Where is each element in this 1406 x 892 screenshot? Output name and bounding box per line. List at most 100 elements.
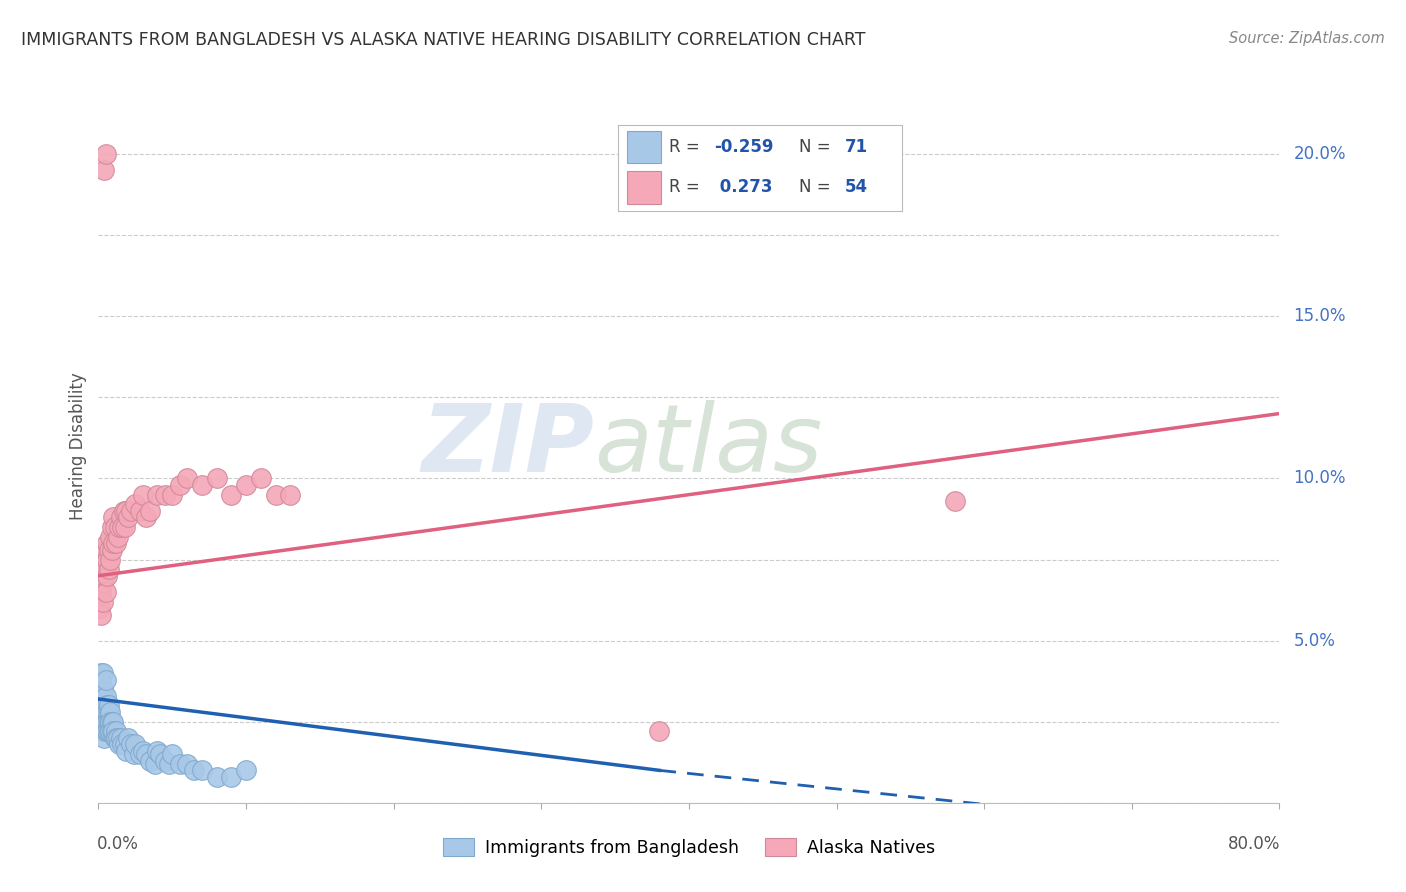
Point xyxy=(943,494,966,508)
Point xyxy=(280,488,302,502)
Point xyxy=(97,705,120,719)
Point xyxy=(128,504,150,518)
Point xyxy=(91,724,114,739)
Point xyxy=(112,504,135,518)
Text: 80.0%: 80.0% xyxy=(1229,835,1281,853)
Point xyxy=(90,607,112,622)
Point xyxy=(91,562,114,576)
Point xyxy=(96,536,118,550)
Point xyxy=(89,682,111,697)
Point xyxy=(169,756,191,771)
Point xyxy=(135,747,157,761)
Point xyxy=(91,666,114,681)
Point xyxy=(108,738,131,752)
Point xyxy=(111,520,134,534)
Point xyxy=(97,698,120,713)
Point xyxy=(153,488,176,502)
Point xyxy=(122,747,145,761)
Point xyxy=(100,520,122,534)
Point xyxy=(162,488,183,502)
Point xyxy=(90,714,112,729)
Point xyxy=(143,756,166,771)
Point xyxy=(128,747,150,761)
Point xyxy=(93,163,115,178)
Point xyxy=(100,714,122,729)
Point xyxy=(94,724,117,739)
Point xyxy=(117,731,139,745)
Point xyxy=(94,562,117,576)
Point xyxy=(162,747,183,761)
Point xyxy=(93,692,115,706)
Point xyxy=(94,714,117,729)
Point xyxy=(96,698,118,713)
Point xyxy=(98,705,121,719)
Point xyxy=(104,520,127,534)
Point xyxy=(250,471,273,485)
Point xyxy=(90,705,112,719)
Point xyxy=(117,510,139,524)
Point xyxy=(94,542,117,557)
Point xyxy=(97,724,120,739)
Point xyxy=(91,714,114,729)
Point xyxy=(149,747,172,761)
Point xyxy=(93,698,115,713)
Point xyxy=(157,756,180,771)
Point xyxy=(94,585,117,599)
Legend: Immigrants from Bangladesh, Alaska Natives: Immigrants from Bangladesh, Alaska Nativ… xyxy=(434,830,943,865)
Point xyxy=(110,510,132,524)
Point xyxy=(103,536,125,550)
Point xyxy=(93,568,115,582)
Point xyxy=(110,731,132,745)
Point xyxy=(93,552,115,566)
Point xyxy=(103,724,125,739)
Point xyxy=(105,724,128,739)
Text: 15.0%: 15.0% xyxy=(1294,307,1346,326)
Point xyxy=(100,542,122,557)
Point xyxy=(191,764,214,778)
Point xyxy=(139,754,162,768)
Point xyxy=(648,724,671,739)
Point xyxy=(153,754,176,768)
Text: Source: ZipAtlas.com: Source: ZipAtlas.com xyxy=(1229,31,1385,46)
Point xyxy=(221,770,243,784)
Point xyxy=(191,478,214,492)
Point xyxy=(96,568,118,582)
Point xyxy=(91,575,114,590)
Point xyxy=(103,714,125,729)
Point xyxy=(124,738,146,752)
Point xyxy=(107,731,129,745)
Point xyxy=(105,731,128,745)
Point xyxy=(96,724,118,739)
Point xyxy=(235,764,257,778)
Point xyxy=(89,714,111,729)
Point xyxy=(91,705,114,719)
Point xyxy=(115,744,138,758)
Point xyxy=(104,731,127,745)
Text: 5.0%: 5.0% xyxy=(1294,632,1336,649)
Point xyxy=(98,724,121,739)
Point xyxy=(90,666,112,681)
Point xyxy=(205,770,228,784)
Point xyxy=(100,724,122,739)
Point xyxy=(96,552,118,566)
Point xyxy=(183,764,205,778)
Point xyxy=(91,682,114,697)
Point xyxy=(96,705,118,719)
Point xyxy=(93,714,115,729)
Point xyxy=(205,471,228,485)
Point xyxy=(169,478,191,492)
Point xyxy=(103,510,125,524)
Point xyxy=(90,724,112,739)
Point xyxy=(124,497,146,511)
Point xyxy=(97,562,120,576)
Text: 10.0%: 10.0% xyxy=(1294,469,1346,487)
Point xyxy=(98,714,121,729)
Point xyxy=(120,504,142,518)
Point xyxy=(91,698,114,713)
Point xyxy=(97,714,120,729)
Point xyxy=(90,689,112,703)
Point xyxy=(98,530,121,544)
Point xyxy=(98,552,121,566)
Text: 20.0%: 20.0% xyxy=(1294,145,1346,163)
Point xyxy=(105,536,128,550)
